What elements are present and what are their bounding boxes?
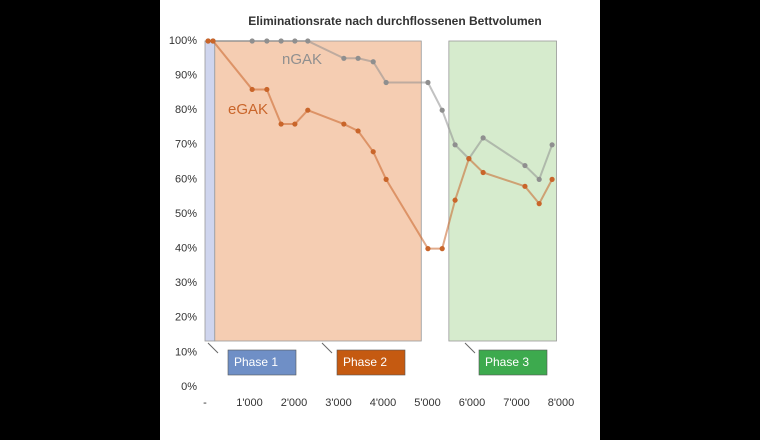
point xyxy=(425,246,431,252)
x-tick-label: 6'000 xyxy=(459,397,486,409)
y-tick-label: 10% xyxy=(175,346,197,358)
point xyxy=(292,38,298,44)
point xyxy=(249,86,255,93)
point xyxy=(549,142,555,148)
connector xyxy=(464,342,476,354)
connector xyxy=(207,342,219,354)
phase-label-box xyxy=(336,349,406,376)
x-tick-label: 8'000 xyxy=(548,397,575,409)
point xyxy=(305,38,311,44)
y-tick-label: 80% xyxy=(175,104,197,116)
y-tick-label: 100% xyxy=(169,35,197,47)
point xyxy=(305,107,311,113)
point xyxy=(210,38,216,44)
phase-region xyxy=(204,40,216,342)
point xyxy=(370,59,376,65)
point xyxy=(452,197,458,203)
point xyxy=(292,121,298,127)
x-tick-label: 4'000 xyxy=(370,397,397,409)
point xyxy=(278,121,284,127)
phase-region xyxy=(214,40,422,342)
point xyxy=(452,142,458,148)
point xyxy=(341,121,347,127)
phase-connectors xyxy=(207,342,476,354)
y-tick-label: 20% xyxy=(175,312,197,324)
y-tick-label: 70% xyxy=(175,139,197,151)
x-tick-label: 3'000 xyxy=(325,397,352,409)
x-tick-label: 2'000 xyxy=(281,397,308,409)
point xyxy=(355,128,361,134)
phase-label-box xyxy=(227,349,297,376)
point xyxy=(536,201,542,207)
point xyxy=(480,169,486,176)
phase-region xyxy=(448,40,557,342)
y-tick-label: 0% xyxy=(181,381,197,393)
point xyxy=(355,55,361,61)
chart-title: Eliminationsrate nach durchflossenen Bet… xyxy=(248,14,541,28)
series-label: eGAK xyxy=(228,101,268,118)
series-label: nGAK xyxy=(282,51,322,68)
point xyxy=(383,79,389,86)
y-tick-label: 50% xyxy=(175,208,197,220)
connector xyxy=(321,342,333,354)
y-tick-label: 40% xyxy=(175,243,197,255)
y-tick-label: 30% xyxy=(175,277,197,289)
x-tick-label: 7'000 xyxy=(503,397,530,409)
x-tick-label: 5'000 xyxy=(414,397,441,409)
point xyxy=(466,156,472,162)
x-tick-label: - xyxy=(203,397,207,409)
point xyxy=(439,107,445,113)
point xyxy=(522,183,528,189)
phase-label: Phase 2 xyxy=(343,355,387,369)
point xyxy=(549,176,555,182)
phase-label: Phase 1 xyxy=(234,355,278,369)
point xyxy=(341,55,347,61)
point xyxy=(264,38,270,44)
point xyxy=(425,79,431,86)
phase-label: Phase 3 xyxy=(485,355,529,369)
point xyxy=(264,86,270,93)
point xyxy=(370,149,376,155)
phase-label-box xyxy=(478,349,548,376)
point xyxy=(439,246,445,252)
x-tick-label: 1'000 xyxy=(236,397,263,409)
point xyxy=(278,38,284,44)
point xyxy=(249,38,255,44)
y-tick-label: 90% xyxy=(175,70,197,82)
point xyxy=(205,38,211,44)
point xyxy=(522,162,528,169)
y-tick-label: 60% xyxy=(175,173,197,185)
point xyxy=(480,135,486,141)
point xyxy=(536,176,542,182)
point xyxy=(383,176,389,182)
